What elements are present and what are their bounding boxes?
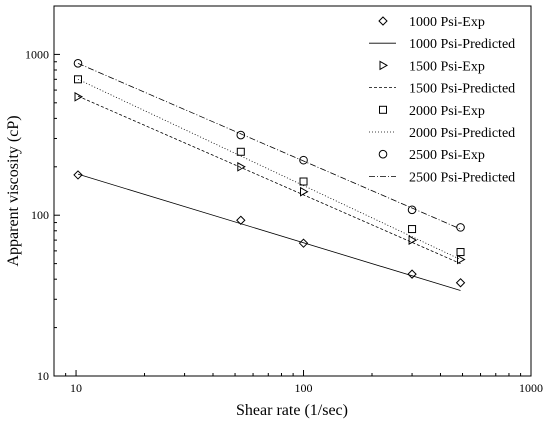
data-point	[300, 186, 309, 197]
x-axis-label: Shear rate (1/sec)	[236, 402, 348, 419]
y-axis-label: Apparent viscosity (cP)	[5, 115, 22, 266]
legend-marker-swatch	[379, 60, 389, 71]
data-point	[408, 235, 418, 245]
legend: 1000 Psi-Exp 1000 Psi-Predicted 1500 Psi-E…	[369, 15, 515, 185]
legend-label: 2500 Psi-Predicted	[409, 170, 515, 185]
series-0	[73, 170, 466, 288]
legend-label: 2500 Psi-Exp	[409, 148, 485, 163]
legend-marker-swatch	[379, 105, 387, 114]
legend-marker-swatch	[378, 16, 388, 26]
series-7	[77, 62, 461, 230]
legend-label: 1500 Psi-Exp	[409, 59, 485, 74]
data-point	[237, 161, 246, 172]
legend-item: 1500 Psi-Exp	[379, 59, 485, 74]
legend-item: 2000 Psi-Predicted	[369, 126, 515, 141]
x-tick-label: 1000	[519, 381, 543, 395]
data-point	[456, 223, 465, 232]
y-tick-label: 10	[37, 369, 49, 383]
data-point	[299, 177, 308, 186]
series-2	[74, 91, 466, 265]
series-layer	[73, 59, 466, 291]
legend-label: 2000 Psi-Exp	[409, 104, 485, 119]
series-line	[77, 62, 461, 230]
x-tick-label: 10	[70, 381, 82, 395]
data-point	[407, 269, 417, 279]
data-point	[236, 147, 245, 156]
legend-label: 1000 Psi-Exp	[409, 15, 485, 30]
legend-label: 1000 Psi-Predicted	[409, 37, 515, 52]
legend-item: 1000 Psi-Exp	[378, 15, 485, 30]
plot-frame	[53, 5, 532, 377]
series-4	[74, 75, 465, 257]
data-point	[408, 225, 417, 234]
data-point	[236, 130, 246, 140]
legend-item: 1500 Psi-Predicted	[369, 82, 515, 97]
data-point	[456, 248, 465, 257]
axis-ticks: 10 100 1000 10 100 1000	[25, 5, 543, 395]
x-tick-label: 100	[295, 381, 313, 395]
legend-label: 1500 Psi-Predicted	[409, 82, 515, 97]
data-point	[457, 254, 466, 265]
series-line	[77, 173, 461, 291]
legend-item: 2000 Psi-Exp	[379, 104, 485, 119]
data-point	[407, 205, 417, 215]
data-point	[73, 59, 83, 68]
data-point	[74, 75, 83, 84]
series-line	[77, 95, 461, 264]
legend-label: 2000 Psi-Predicted	[409, 126, 515, 141]
legend-item: 2500 Psi-Exp	[378, 148, 485, 163]
data-point	[455, 278, 466, 288]
series-1	[77, 173, 461, 291]
data-point	[74, 91, 84, 102]
data-point	[236, 215, 246, 225]
y-tick-label: 100	[31, 208, 49, 222]
series-3	[77, 95, 461, 264]
data-point	[73, 170, 83, 180]
legend-item: 2500 Psi-Predicted	[369, 170, 515, 185]
y-tick-label: 1000	[25, 47, 49, 61]
data-point	[299, 155, 308, 165]
legend-marker-swatch	[378, 149, 388, 159]
legend-item: 1000 Psi-Predicted	[369, 37, 515, 52]
